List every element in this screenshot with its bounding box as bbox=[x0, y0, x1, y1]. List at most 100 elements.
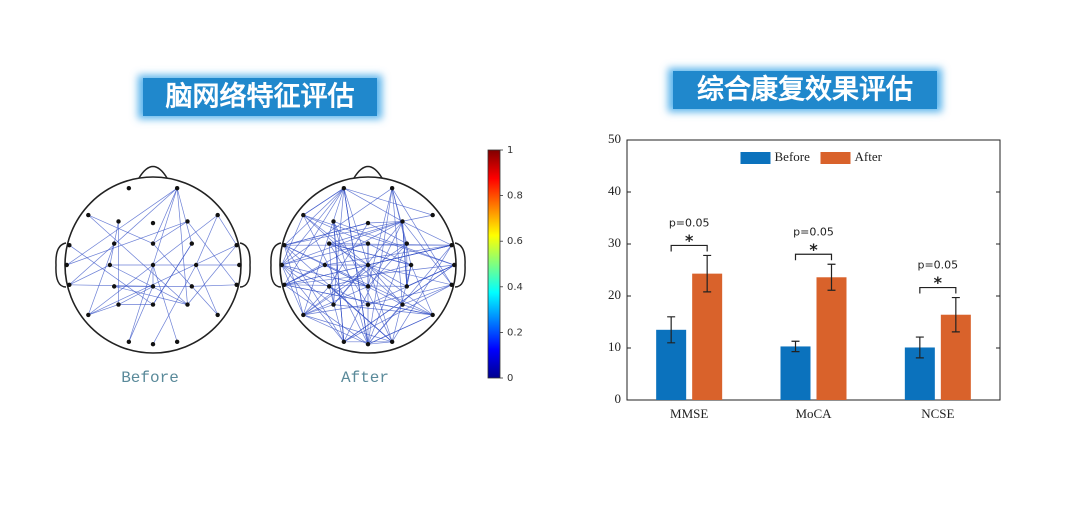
panel-label: After bbox=[341, 369, 389, 387]
electrode bbox=[64, 262, 69, 268]
legend-label: After bbox=[855, 149, 883, 164]
electrode bbox=[215, 212, 220, 218]
legend-swatch bbox=[740, 152, 771, 164]
connection bbox=[367, 264, 452, 286]
connection bbox=[128, 286, 154, 342]
connection bbox=[343, 221, 403, 342]
electrode bbox=[341, 185, 347, 191]
connection bbox=[302, 188, 345, 316]
error-bar bbox=[915, 336, 924, 359]
connection bbox=[303, 286, 330, 316]
electrode bbox=[404, 241, 410, 246]
connection bbox=[217, 214, 237, 246]
connection bbox=[152, 243, 193, 305]
connection bbox=[152, 264, 178, 342]
connection bbox=[333, 304, 433, 316]
connection bbox=[402, 304, 433, 316]
electrode bbox=[326, 284, 332, 289]
electrode bbox=[189, 241, 195, 246]
error-bar bbox=[703, 254, 712, 293]
electrode bbox=[86, 212, 91, 218]
electrode bbox=[400, 302, 405, 307]
connection bbox=[69, 187, 178, 286]
connection bbox=[66, 221, 188, 266]
electrode bbox=[174, 185, 180, 191]
connection bbox=[152, 221, 188, 244]
connection bbox=[109, 264, 188, 305]
ear bbox=[239, 242, 251, 288]
electrode bbox=[331, 219, 336, 224]
electrode bbox=[301, 312, 306, 318]
connection bbox=[343, 284, 452, 343]
electrode bbox=[116, 219, 121, 224]
connection bbox=[176, 188, 188, 305]
connection bbox=[87, 243, 115, 316]
ear bbox=[55, 242, 67, 288]
connection bbox=[88, 214, 188, 305]
connection bbox=[333, 221, 393, 342]
connection bbox=[303, 304, 334, 316]
panel-label: Before bbox=[121, 369, 179, 387]
connection bbox=[284, 264, 326, 286]
connection bbox=[303, 187, 345, 216]
electrode bbox=[301, 212, 306, 218]
ear bbox=[454, 242, 466, 288]
connection bbox=[391, 187, 452, 285]
connection bbox=[329, 221, 403, 244]
significance-mark: * bbox=[934, 273, 943, 292]
electrode bbox=[150, 302, 156, 307]
electrode bbox=[279, 262, 284, 268]
legend-swatch bbox=[820, 152, 851, 164]
nose bbox=[353, 165, 383, 179]
electrode bbox=[116, 302, 121, 307]
connection bbox=[333, 264, 369, 305]
y-tick-label: 40 bbox=[608, 183, 621, 198]
connection bbox=[303, 214, 403, 305]
connection bbox=[343, 264, 455, 343]
electrode bbox=[126, 185, 132, 191]
connection bbox=[284, 245, 345, 343]
electrode bbox=[185, 302, 190, 307]
significance-mark: * bbox=[809, 240, 818, 259]
connection bbox=[402, 221, 452, 246]
error-bar bbox=[827, 263, 836, 291]
electrode bbox=[389, 185, 395, 191]
connection bbox=[195, 214, 219, 266]
connection bbox=[367, 243, 412, 266]
electrode bbox=[150, 262, 156, 268]
colorbar-tick-label: 0.6 bbox=[507, 236, 523, 247]
electrode bbox=[430, 212, 435, 218]
connection bbox=[391, 245, 452, 343]
y-tick-label: 50 bbox=[608, 131, 621, 146]
legend-label: Before bbox=[775, 149, 811, 164]
connection bbox=[176, 188, 193, 244]
y-tick-label: 20 bbox=[608, 287, 621, 302]
connection bbox=[303, 314, 393, 343]
significance-bracket bbox=[670, 244, 708, 252]
y-tick-label: 30 bbox=[608, 235, 621, 250]
connection bbox=[410, 264, 434, 316]
connection bbox=[113, 221, 119, 244]
connection bbox=[343, 188, 369, 266]
connection bbox=[191, 284, 237, 287]
connection bbox=[284, 244, 433, 316]
error-bar bbox=[667, 316, 676, 344]
electrode bbox=[365, 241, 371, 246]
connection bbox=[329, 243, 412, 266]
colorbar-tick-label: 0.2 bbox=[507, 327, 523, 338]
electrode bbox=[111, 284, 117, 289]
connection bbox=[367, 341, 393, 345]
electrode bbox=[400, 219, 405, 224]
electrode bbox=[150, 284, 156, 289]
error-bar bbox=[951, 296, 960, 333]
connection bbox=[329, 264, 412, 287]
electrode bbox=[322, 262, 328, 268]
x-tick-label: NCSE bbox=[921, 406, 954, 421]
electrode bbox=[150, 220, 156, 226]
connection bbox=[367, 284, 452, 305]
electrode bbox=[282, 243, 287, 248]
connection bbox=[343, 187, 433, 216]
electrode bbox=[234, 282, 239, 287]
connection bbox=[281, 264, 369, 305]
